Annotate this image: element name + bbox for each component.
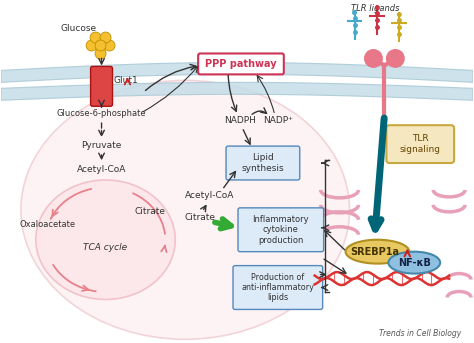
- Text: Acetyl-CoA: Acetyl-CoA: [185, 191, 235, 200]
- Text: PPP pathway: PPP pathway: [205, 59, 277, 69]
- Text: NADPH: NADPH: [224, 116, 256, 125]
- Text: Lipid
synthesis: Lipid synthesis: [242, 153, 284, 173]
- Circle shape: [86, 40, 97, 51]
- Circle shape: [90, 32, 101, 43]
- Text: Glut1: Glut1: [113, 76, 138, 85]
- Text: Inflammatory
cytokine
production: Inflammatory cytokine production: [253, 215, 309, 245]
- Text: NADP⁺: NADP⁺: [263, 116, 293, 125]
- Circle shape: [375, 5, 380, 10]
- Text: Citrate: Citrate: [135, 207, 166, 216]
- FancyBboxPatch shape: [238, 208, 324, 252]
- Ellipse shape: [36, 180, 175, 299]
- Text: TLR
signaling: TLR signaling: [400, 134, 441, 154]
- Circle shape: [104, 40, 115, 51]
- FancyBboxPatch shape: [386, 125, 454, 163]
- FancyBboxPatch shape: [198, 54, 284, 74]
- FancyBboxPatch shape: [226, 146, 300, 180]
- FancyBboxPatch shape: [91, 67, 112, 106]
- Circle shape: [95, 40, 106, 51]
- Text: Citrate: Citrate: [185, 213, 216, 222]
- Circle shape: [100, 32, 111, 43]
- Text: Acetyl-CoA: Acetyl-CoA: [77, 165, 126, 174]
- Text: Glucose-6-phosphate: Glucose-6-phosphate: [57, 109, 146, 118]
- Text: TLR ligands: TLR ligands: [351, 4, 399, 13]
- Circle shape: [352, 10, 357, 15]
- Circle shape: [397, 12, 402, 17]
- Text: Trends in Cell Biology: Trends in Cell Biology: [379, 329, 461, 338]
- Polygon shape: [1, 62, 473, 82]
- Text: Glucose: Glucose: [61, 24, 97, 33]
- Ellipse shape: [21, 80, 349, 339]
- Text: Pyruvate: Pyruvate: [82, 141, 122, 150]
- Circle shape: [95, 48, 106, 59]
- Circle shape: [386, 49, 405, 68]
- Text: Oxaloacetate: Oxaloacetate: [20, 220, 76, 229]
- Text: Production of
anti-inflammatory
lipids: Production of anti-inflammatory lipids: [241, 273, 314, 303]
- Circle shape: [364, 49, 383, 68]
- Polygon shape: [1, 82, 473, 100]
- Text: SREBP1a: SREBP1a: [350, 247, 399, 257]
- Text: TCA cycle: TCA cycle: [83, 243, 128, 252]
- Ellipse shape: [388, 252, 440, 274]
- FancyBboxPatch shape: [233, 265, 323, 309]
- Ellipse shape: [346, 240, 410, 264]
- Text: NF-κB: NF-κB: [398, 258, 431, 268]
